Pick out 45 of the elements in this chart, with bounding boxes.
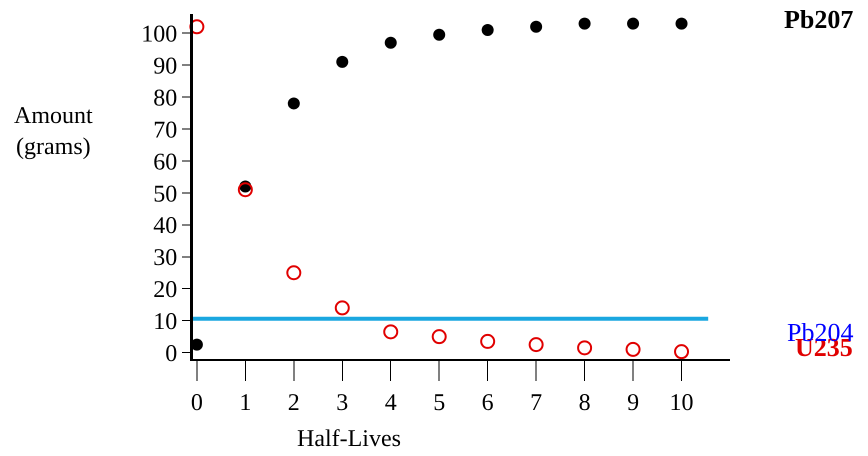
- point: [482, 24, 494, 36]
- y-tick-label: 80: [153, 85, 178, 112]
- point: [674, 344, 690, 360]
- point: [432, 329, 447, 344]
- y-tick-label: 0: [165, 341, 178, 368]
- text: Pb207: [784, 5, 854, 34]
- x-tick-label: 1: [239, 390, 252, 416]
- y-tick-label: 50: [153, 181, 178, 208]
- x-tick-label: 9: [627, 390, 640, 416]
- point: [288, 97, 300, 110]
- point: [480, 334, 496, 349]
- point: [577, 340, 592, 356]
- y-tick-label: 100: [141, 22, 178, 48]
- point: [383, 324, 398, 340]
- y-tick-label: 30: [153, 245, 178, 272]
- point: [238, 182, 253, 198]
- x-tick-label: 3: [336, 390, 348, 416]
- y-axis-title: Amount (grams): [14, 103, 93, 160]
- y-tick-label: 90: [153, 54, 178, 80]
- y-tick-label: 10: [153, 309, 178, 336]
- x-tick-label: 7: [530, 390, 542, 416]
- y-tick-label: 60: [153, 149, 178, 176]
- point: [334, 300, 350, 316]
- x-tick-label: 4: [384, 390, 397, 416]
- y-tick-label: 20: [153, 277, 178, 304]
- x-tick-label: 0: [190, 390, 203, 416]
- point: [528, 337, 544, 352]
- point: [530, 20, 542, 33]
- point: [336, 56, 348, 68]
- x-axis-title: Half-Lives: [297, 426, 401, 452]
- point: [384, 36, 397, 49]
- x-tick-label: 5: [433, 390, 446, 416]
- point: [189, 19, 204, 34]
- point: [676, 18, 688, 30]
- point: [578, 18, 591, 30]
- point: [286, 265, 302, 280]
- x-tick-label: 10: [670, 390, 694, 416]
- point: [627, 18, 640, 30]
- x-tick-label: 8: [578, 390, 591, 416]
- x-tick-label: 2: [288, 390, 300, 416]
- point: [626, 342, 641, 357]
- y-tick-label: 40: [153, 213, 178, 240]
- point: [433, 28, 446, 41]
- y-tick-label: 70: [153, 117, 178, 144]
- x-tick-label: 6: [482, 390, 494, 416]
